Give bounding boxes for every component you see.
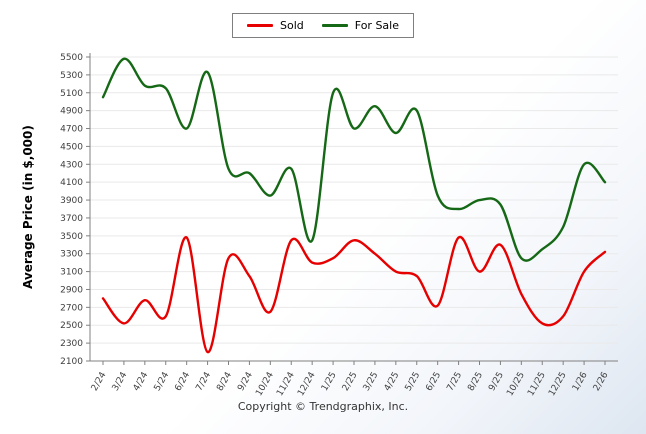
x-tick-label: 6/25 [424,371,443,394]
x-tick-label: 7/24 [194,370,213,393]
y-tick-label: 4700 [60,125,83,135]
y-tick-label: 2500 [60,321,83,331]
sold-line [101,236,607,354]
y-tick-label: 4300 [60,160,83,170]
x-tick-label: 7/25 [445,371,464,394]
x-tick-label: 1/26 [571,370,590,393]
x-tick-label: 9/25 [487,370,506,393]
y-tick-label: 3700 [60,214,83,224]
x-tick-label: 10/25 [505,371,527,398]
copyright-text: Copyright © Trendgraphix, Inc. [237,400,409,413]
x-tick-label: 8/25 [466,371,485,394]
x-tick-label: 4/24 [132,370,151,393]
x-tick-label: 2/25 [341,371,360,394]
x-tick-label: 2/24 [90,370,109,393]
for-sale-line [101,57,607,262]
y-tick-label: 5300 [60,71,83,81]
y-tick-label: 2900 [60,285,83,295]
for-sale-line-swatch [321,24,348,27]
x-tick-label: 11/25 [526,371,548,398]
y-tick-label: 2300 [60,339,83,349]
x-tick-label: 4/25 [383,371,402,394]
x-tick-label: 6/24 [173,370,192,393]
x-tick-label: 3/25 [362,371,381,394]
x-tick-label: 12/25 [547,371,569,398]
legend-item-sold: Sold [247,19,304,32]
y-tick-label: 2100 [60,357,83,367]
y-tick-label: 3900 [60,196,83,206]
y-tick-label: 3300 [60,250,83,260]
legend-item-for-sale: For Sale [321,19,399,32]
x-tick-label: 12/24 [296,370,318,398]
y-tick-label: 4900 [60,107,83,117]
sold-line-swatch [247,24,273,27]
x-tick-label: 5/25 [404,371,423,394]
x-tick-label: 8/24 [215,370,234,393]
x-tick-label: 1/25 [320,371,339,394]
y-tick-label: 4500 [60,142,83,152]
legend-label-sold: Sold [280,19,304,32]
x-tick-label: 2/26 [592,370,611,393]
x-tick-label: 11/24 [275,370,297,398]
legend: Sold For Sale [232,13,414,38]
y-tick-label: 3100 [60,268,83,278]
x-tick-label: 3/24 [111,370,130,393]
y-tick-label: 2700 [60,303,83,313]
y-tick-label: 3500 [60,232,83,242]
legend-label-for-sale: For Sale [354,19,399,32]
y-tick-label: 5100 [60,89,83,99]
x-tick-label: 9/24 [236,370,255,393]
x-tick-label: 5/24 [153,370,172,393]
x-tick-label: 10/24 [254,370,276,398]
y-tick-label: 5500 [60,53,83,63]
y-tick-label: 4100 [60,178,83,188]
y-axis-title: Average Price (in $,000) [21,125,35,289]
